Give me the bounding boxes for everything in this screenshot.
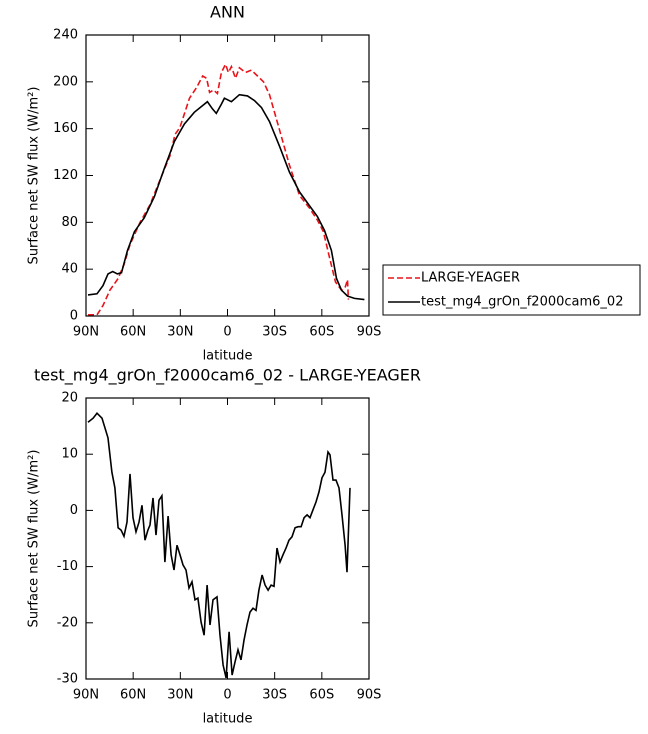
y-tick-label: 0 <box>70 309 78 324</box>
x-tick-label: 30N <box>167 688 193 703</box>
data-line <box>88 62 350 316</box>
legend-label: test_mg4_grOn_f2000cam6_02 <box>421 295 623 310</box>
y-tick-label: -20 <box>57 615 78 630</box>
data-line <box>87 93 365 301</box>
y-tick-label: 120 <box>53 168 78 183</box>
x-tick-label: 30S <box>262 688 287 703</box>
x-tick-label: 90S <box>357 325 382 340</box>
x-axis-label: latitude <box>203 712 253 727</box>
x-tick-label: 60S <box>309 325 334 340</box>
x-tick-label: 60N <box>120 325 146 340</box>
x-tick-label: 90S <box>357 688 382 703</box>
x-tick-label: 60S <box>309 688 334 703</box>
x-axis-label: latitude <box>203 349 253 364</box>
y-tick-label: 40 <box>61 262 78 277</box>
x-tick-label: 0 <box>223 688 231 703</box>
y-tick-label: 200 <box>53 74 78 89</box>
y-tick-label: 240 <box>53 28 78 43</box>
x-tick-label: 30N <box>167 325 193 340</box>
y-tick-label: 0 <box>70 503 78 518</box>
y-axis-label: Surface net SW flux (W/m²) <box>27 87 42 265</box>
y-tick-label: 160 <box>53 121 78 136</box>
y-tick-label: 20 <box>61 391 78 406</box>
chart-title: test_mg4_grOn_f2000cam6_02 - LARGE-YEAGE… <box>34 366 421 386</box>
plot-frame <box>85 397 370 680</box>
y-axis-label: Surface net SW flux (W/m²) <box>27 450 42 628</box>
y-tick-label: 10 <box>61 447 78 462</box>
legend-box <box>382 264 641 316</box>
legend-label: LARGE-YEAGER <box>421 271 520 286</box>
plot-frame <box>85 34 370 317</box>
x-tick-label: 90N <box>73 688 99 703</box>
y-tick-label: -30 <box>57 672 78 687</box>
x-tick-label: 90N <box>73 325 99 340</box>
x-tick-label: 60N <box>120 688 146 703</box>
x-tick-label: 30S <box>262 325 287 340</box>
x-tick-label: 0 <box>223 325 231 340</box>
data-line <box>87 411 351 679</box>
chart-title: ANN <box>210 3 245 22</box>
y-tick-label: -10 <box>57 559 78 574</box>
y-tick-label: 80 <box>61 215 78 230</box>
